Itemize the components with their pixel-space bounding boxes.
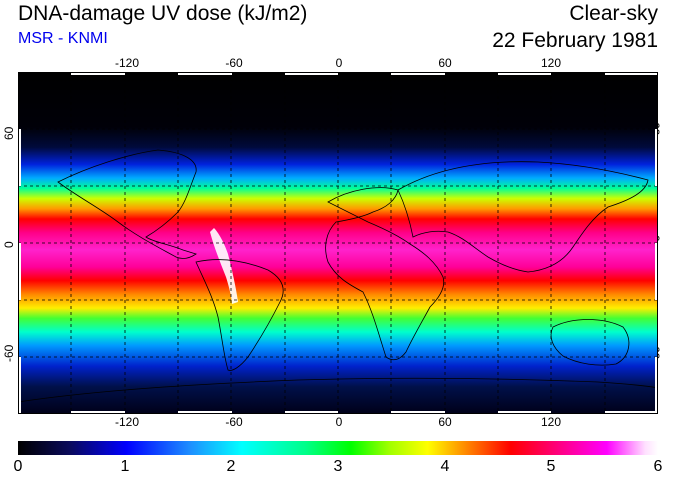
colorbar-label: 2	[226, 458, 236, 475]
sky-condition-label: Clear-sky	[569, 2, 658, 25]
date-label: 22 February 1981	[492, 29, 658, 52]
colorbar	[18, 441, 658, 455]
north-america-outline	[57, 149, 197, 259]
lat-tick-left: 0	[2, 241, 16, 248]
source-label: MSR - KNMI	[18, 30, 108, 47]
colorbar-label: 4	[440, 458, 450, 475]
asia-outline	[397, 161, 649, 273]
lon-tick-bottom: 60	[438, 415, 452, 429]
lon-tick-bottom: -120	[114, 415, 140, 429]
lon-tick-bottom: 120	[540, 415, 562, 429]
uv-dose-world-map	[18, 72, 658, 414]
colorbar-label: 3	[333, 458, 343, 475]
map-border	[18, 72, 658, 414]
colorbar-label: 6	[653, 458, 663, 475]
europe-africa-outline	[325, 187, 445, 361]
map-title: DNA-damage UV dose (kJ/m2)	[18, 2, 308, 25]
lon-tick-bottom: 0	[335, 415, 343, 429]
lon-tick-bottom: -60	[225, 415, 243, 429]
lat-tick-left: -60	[2, 344, 16, 362]
lon-tick-top: -120	[114, 56, 140, 70]
colorbar-label: 1	[120, 458, 130, 475]
map-frame	[18, 72, 658, 414]
australia-outline	[550, 319, 630, 366]
lon-tick-top: 0	[335, 56, 343, 70]
colorbar-label: 0	[13, 458, 23, 475]
graticule	[18, 72, 658, 414]
lon-tick-top: 60	[438, 56, 452, 70]
colorbar-label: 5	[546, 458, 556, 475]
lon-tick-top: 120	[540, 56, 562, 70]
antarctica-outline	[18, 377, 658, 403]
lon-tick-top: -60	[225, 56, 243, 70]
lat-tick-left: 60	[2, 126, 16, 140]
